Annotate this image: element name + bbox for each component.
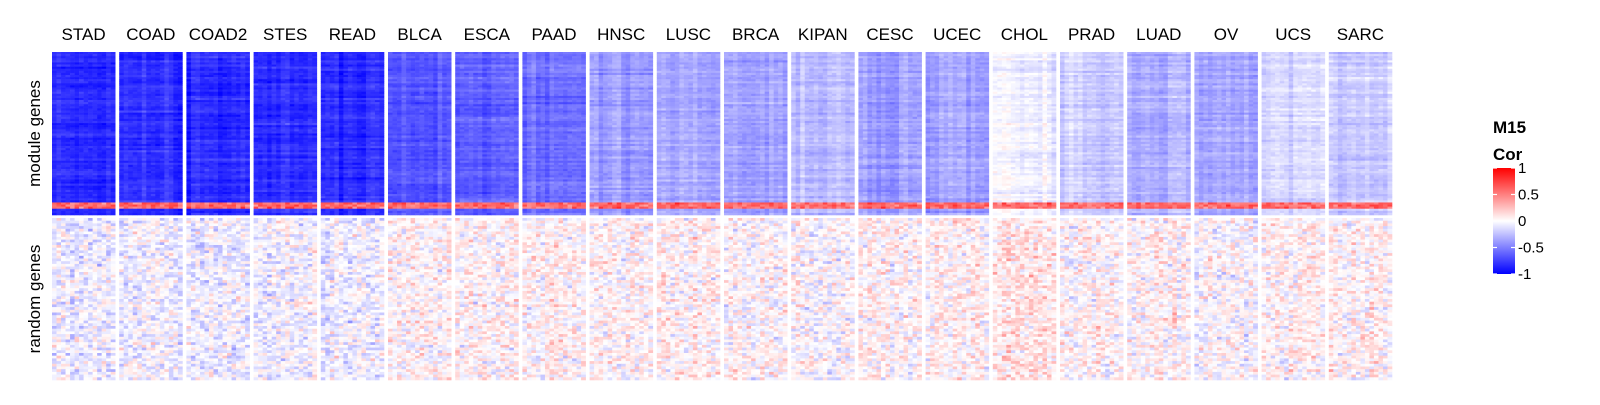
random-block-blca — [388, 218, 452, 380]
module-block-ucs — [1262, 52, 1326, 215]
random-block-ucec — [926, 218, 990, 380]
random-block-sarc — [1329, 218, 1393, 380]
random-block-luad — [1127, 218, 1191, 380]
column-label-kipan: KIPAN — [798, 25, 848, 44]
column-label-ucs: UCS — [1275, 25, 1311, 44]
module-block-brca — [724, 52, 788, 215]
column-label-luad: LUAD — [1136, 25, 1181, 44]
module-block-kipan — [791, 52, 855, 215]
column-label-read: READ — [329, 25, 376, 44]
column-label-lusc: LUSC — [666, 25, 711, 44]
random-block-brca — [724, 218, 788, 380]
column-label-coad2: COAD2 — [189, 25, 248, 44]
module-block-ucec — [926, 52, 990, 215]
module-block-sarc — [1329, 52, 1393, 215]
random-block-stes — [254, 218, 318, 380]
random-block-chol — [993, 218, 1057, 380]
module-block-esca — [455, 52, 519, 215]
column-label-stes: STES — [263, 25, 307, 44]
module-block-cesc — [858, 52, 922, 215]
random-block-coad — [119, 218, 183, 380]
column-label-paad: PAAD — [531, 25, 576, 44]
module-block-coad2 — [186, 52, 250, 215]
row-group-label-module: module genes — [25, 80, 44, 187]
column-label-coad: COAD — [126, 25, 175, 44]
random-block-lusc — [657, 218, 721, 380]
column-label-hnsc: HNSC — [597, 25, 645, 44]
legend-tick-label: 0.5 — [1518, 187, 1539, 204]
column-label-prad: PRAD — [1068, 25, 1115, 44]
random-block-hnsc — [590, 218, 654, 380]
random-block-kipan — [791, 218, 855, 380]
column-label-sarc: SARC — [1337, 25, 1384, 44]
random-block-prad — [1060, 218, 1124, 380]
column-label-stad: STAD — [62, 25, 106, 44]
module-block-read — [321, 52, 385, 215]
module-block-lusc — [657, 52, 721, 215]
module-block-paad — [522, 52, 586, 215]
random-block-ov — [1194, 218, 1258, 380]
row-group-label-random: random genes — [25, 245, 44, 354]
column-label-blca: BLCA — [397, 25, 442, 44]
random-block-paad — [522, 218, 586, 380]
legend-tick-label: -1 — [1518, 266, 1531, 283]
column-label-ov: OV — [1214, 25, 1239, 44]
module-block-stad — [52, 52, 116, 215]
column-label-ucec: UCEC — [933, 25, 981, 44]
random-block-read — [321, 218, 385, 380]
module-block-stes — [254, 52, 318, 215]
random-block-ucs — [1262, 218, 1326, 380]
random-block-coad2 — [186, 218, 250, 380]
legend-tick-label: 1 — [1518, 160, 1526, 177]
random-block-cesc — [858, 218, 922, 380]
legend-tick-label: -0.5 — [1518, 240, 1544, 257]
column-label-chol: CHOL — [1001, 25, 1048, 44]
legend-tick-label: 0 — [1518, 213, 1526, 230]
column-label-esca: ESCA — [464, 25, 511, 44]
module-block-blca — [388, 52, 452, 215]
module-block-prad — [1060, 52, 1124, 215]
random-block-esca — [455, 218, 519, 380]
column-label-cesc: CESC — [866, 25, 913, 44]
module-block-luad — [1127, 52, 1191, 215]
legend-title-line1: M15 — [1493, 118, 1526, 137]
module-block-ov — [1194, 52, 1258, 215]
module-block-chol — [993, 52, 1057, 215]
random-block-stad — [52, 218, 116, 380]
module-block-hnsc — [590, 52, 654, 215]
module-block-coad — [119, 52, 183, 215]
column-label-brca: BRCA — [732, 25, 780, 44]
